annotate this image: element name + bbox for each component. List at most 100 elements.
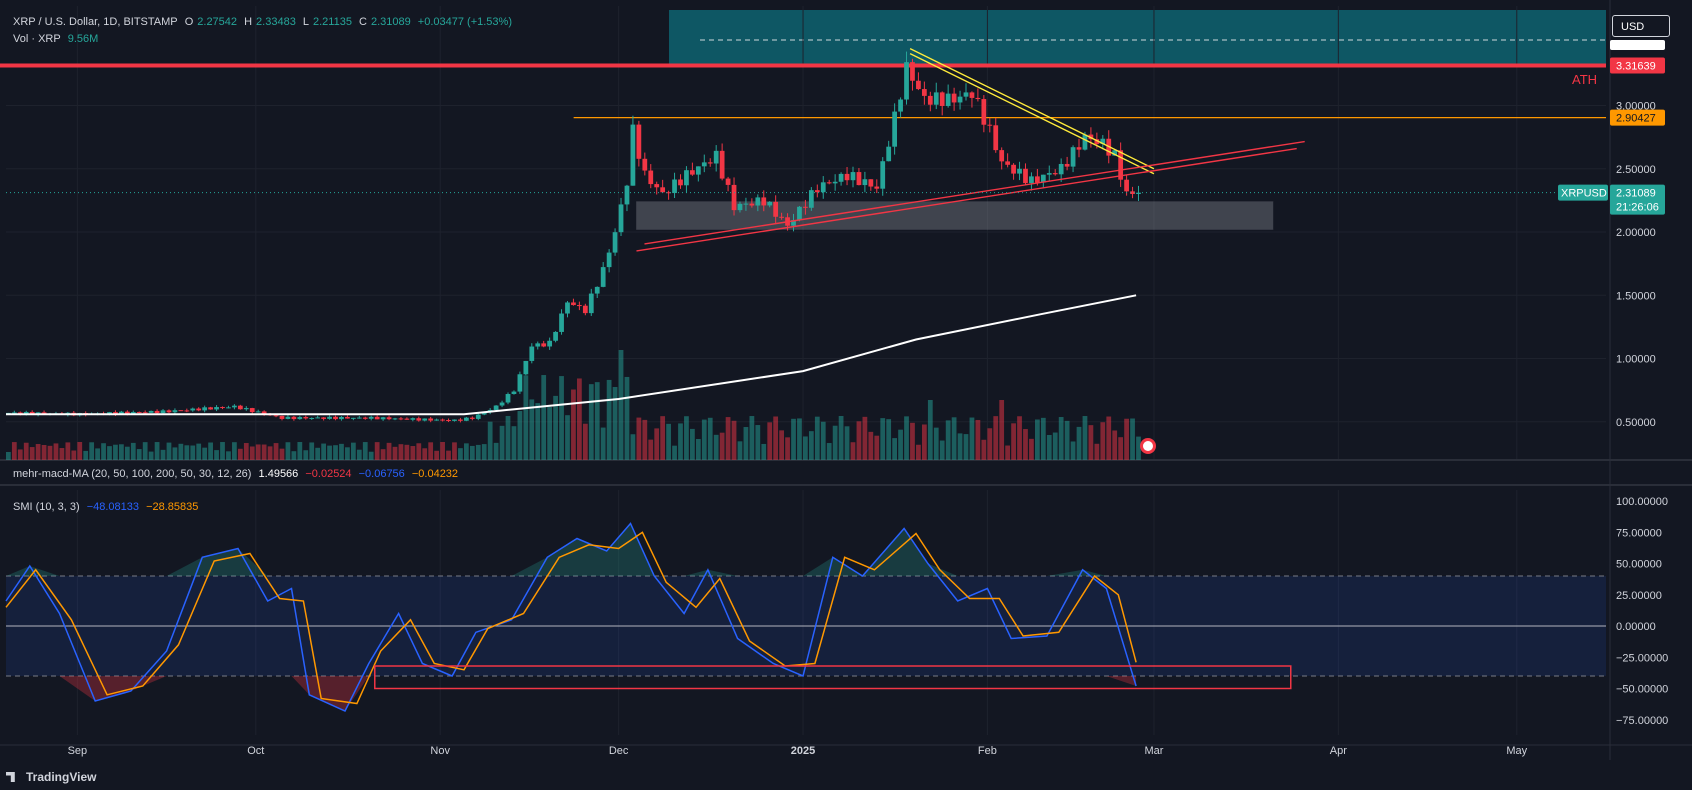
candle-body	[523, 360, 529, 375]
volume-bar	[446, 450, 451, 460]
candle-body	[999, 150, 1005, 162]
volume-bar	[511, 426, 517, 460]
close-label: C	[359, 16, 367, 28]
volume-label: Vol · XRP	[13, 33, 61, 45]
volume-bar	[636, 417, 642, 460]
candle-body	[148, 410, 154, 413]
volume-legend: Vol · XRP 9.56M	[13, 33, 102, 45]
volume-bar	[89, 442, 95, 460]
candle-body	[446, 420, 451, 422]
volume-bar	[523, 375, 529, 460]
candle-body	[618, 204, 624, 233]
volume-bar	[666, 423, 671, 460]
candle-body	[422, 418, 428, 421]
volume-bar	[719, 432, 725, 460]
candle-body	[713, 150, 719, 164]
current-price-label: 2.31089	[1616, 188, 1656, 200]
volume-bar	[178, 443, 184, 460]
volume-bar	[559, 376, 564, 460]
candle-body	[428, 418, 434, 421]
volume-bar	[737, 441, 743, 460]
volume-bar	[285, 442, 291, 460]
volume-bar	[440, 442, 445, 460]
candle-body	[1100, 138, 1106, 144]
candle-body	[1088, 134, 1094, 140]
candle-body	[154, 410, 160, 414]
symbol-title: XRP / U.S. Dollar, 1D, BITSTAMP	[13, 16, 178, 28]
candle-body	[237, 405, 243, 410]
candle-body	[814, 190, 820, 193]
candle-body	[666, 192, 671, 194]
volume-bar	[1070, 441, 1076, 460]
candle-body	[119, 411, 124, 415]
candle-body	[832, 181, 838, 184]
volume-bar	[1064, 420, 1070, 460]
currency-button[interactable]: USD	[1612, 15, 1670, 37]
volume-bar	[773, 416, 779, 460]
volume-bar	[434, 450, 440, 460]
candle-body	[321, 417, 326, 419]
candle-body	[136, 412, 142, 414]
candle-body	[1094, 139, 1100, 144]
symbol-tag	[1558, 184, 1608, 201]
volume-bar	[1130, 418, 1135, 460]
volume-bar	[291, 451, 297, 460]
candle-body	[440, 419, 445, 421]
candle-body	[202, 407, 208, 411]
candle-body	[184, 410, 190, 412]
volume-bar	[1034, 419, 1040, 460]
volume-bar	[755, 425, 761, 460]
candle-body	[571, 302, 576, 306]
volume-bar	[707, 417, 713, 460]
smi-axis-label: 0.00000	[1616, 621, 1656, 633]
volume-bar	[208, 442, 213, 460]
volume-bar	[785, 437, 790, 460]
candle-body	[535, 343, 541, 347]
candle-body	[933, 92, 939, 105]
volume-bar	[684, 416, 689, 460]
candle-body	[755, 197, 761, 206]
macd-value-3: −0.06756	[358, 468, 405, 480]
time-axis-label: Dec	[609, 745, 629, 757]
volume-bar	[410, 446, 416, 460]
volume-bar	[481, 444, 487, 460]
candle-body	[11, 412, 17, 414]
volume-bar	[23, 442, 29, 460]
candle-body	[719, 150, 725, 179]
candle-body	[475, 414, 481, 419]
high-label: H	[244, 16, 253, 28]
volume-bar	[452, 442, 457, 460]
volume-bar	[892, 438, 898, 460]
candle-body	[339, 416, 344, 420]
volume-bar	[422, 448, 428, 460]
smi-value-1: −48.08133	[86, 501, 140, 513]
volume-bar	[517, 411, 523, 460]
volume-bar	[701, 419, 707, 460]
volume-bar	[571, 389, 576, 460]
volume-bar	[136, 449, 142, 460]
volume-bar	[172, 447, 178, 460]
candle-body	[208, 407, 213, 410]
volume-bar	[107, 446, 112, 460]
volume-bar	[160, 449, 166, 460]
candle-body	[220, 407, 225, 409]
level-price-tag-label: 2.90427	[1616, 113, 1656, 125]
volume-bar	[315, 447, 321, 460]
candle-body	[672, 179, 677, 194]
countdown-label: 21:26:06	[1616, 202, 1659, 214]
volume-bar	[594, 382, 600, 460]
volume-bar	[660, 416, 666, 460]
volume-bar	[380, 449, 386, 460]
candle-body	[392, 418, 398, 420]
price-axis-label: 0.50000	[1616, 417, 1656, 429]
candle-body	[868, 179, 874, 187]
candle-body	[1124, 179, 1129, 192]
volume-bar	[690, 428, 695, 460]
volume-bar	[630, 434, 636, 460]
volume-bar	[600, 427, 606, 460]
candle-body	[630, 124, 636, 186]
candle-body	[380, 417, 386, 420]
candle-body	[303, 417, 309, 419]
volume-bar	[362, 442, 368, 460]
